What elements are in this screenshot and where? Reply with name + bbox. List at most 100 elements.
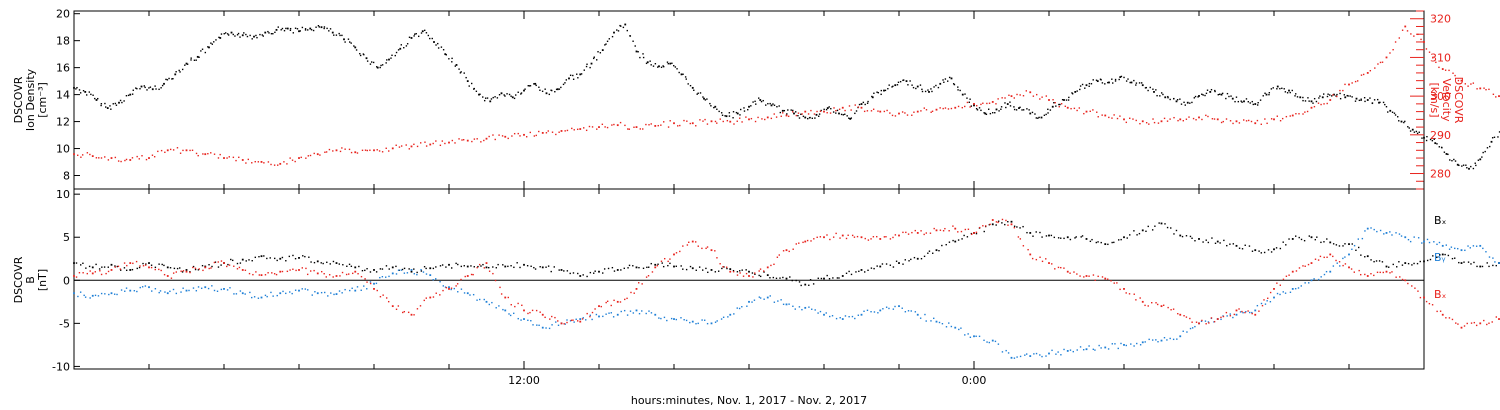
data-point	[579, 318, 582, 320]
data-point	[669, 120, 671, 122]
data-point	[1060, 354, 1062, 356]
data-point	[185, 269, 188, 271]
data-point	[1251, 311, 1253, 314]
data-point	[531, 309, 534, 312]
data-point	[630, 291, 632, 294]
data-point	[1329, 241, 1332, 244]
density-label-line-1: DSCOVR	[12, 76, 25, 123]
data-point	[176, 267, 179, 270]
data-point	[1225, 311, 1228, 314]
data-point	[109, 105, 111, 107]
data-point	[560, 269, 563, 271]
data-point	[349, 289, 351, 292]
data-point	[733, 123, 735, 125]
data-point	[560, 130, 563, 132]
data-point	[123, 100, 125, 102]
data-point	[729, 268, 732, 270]
data-point	[451, 139, 454, 142]
data-point	[429, 274, 432, 277]
data-point	[1378, 260, 1381, 262]
data-point	[695, 323, 697, 325]
data-point	[175, 271, 178, 273]
data-point	[126, 264, 128, 267]
data-point	[1145, 122, 1148, 124]
data-point	[325, 151, 328, 153]
data-point	[218, 36, 220, 39]
data-point	[1001, 222, 1003, 224]
data-point	[386, 59, 388, 61]
data-point	[1355, 97, 1358, 100]
data-point	[179, 267, 181, 269]
b-tick-label: 10	[56, 188, 70, 201]
data-point	[1006, 103, 1009, 105]
data-point	[233, 293, 235, 295]
data-point	[1151, 301, 1153, 304]
data-point	[483, 99, 486, 102]
data-point	[361, 269, 364, 272]
data-point	[1226, 315, 1228, 317]
data-point	[91, 155, 94, 158]
data-point	[1245, 120, 1248, 122]
data-point	[592, 57, 595, 60]
legend-bz: Bₓ	[1434, 288, 1447, 301]
data-point	[754, 120, 757, 123]
data-point	[1135, 84, 1137, 86]
data-point	[118, 101, 120, 104]
data-point	[439, 144, 442, 147]
data-point	[1445, 244, 1447, 246]
data-point	[1065, 99, 1068, 101]
data-point	[964, 93, 966, 95]
data-point	[1019, 227, 1021, 229]
data-point	[302, 255, 304, 257]
data-point	[628, 264, 631, 267]
data-point	[931, 110, 934, 112]
data-point	[1048, 262, 1050, 264]
data-point	[129, 262, 132, 264]
data-point	[1319, 95, 1321, 97]
data-point	[1477, 159, 1480, 161]
data-point	[1291, 270, 1294, 273]
data-point	[1054, 102, 1056, 104]
data-point	[108, 293, 110, 296]
data-point	[197, 269, 200, 271]
data-point	[1104, 243, 1107, 246]
data-point	[1262, 95, 1264, 97]
data-point	[633, 126, 635, 128]
data-point	[1373, 260, 1375, 263]
data-point	[541, 131, 544, 134]
data-point	[230, 31, 233, 34]
data-point	[496, 97, 499, 99]
data-point	[725, 266, 728, 268]
data-point	[1153, 91, 1155, 93]
data-point	[373, 288, 375, 290]
data-point	[279, 257, 282, 260]
data-point	[781, 109, 784, 112]
data-point	[1147, 225, 1149, 228]
data-point	[448, 288, 450, 290]
data-point	[270, 291, 272, 294]
data-point	[139, 88, 141, 90]
data-point	[1058, 103, 1060, 106]
data-point	[207, 287, 210, 290]
data-point	[699, 92, 702, 94]
data-point	[366, 149, 369, 152]
data-point	[1456, 163, 1459, 166]
data-point	[831, 315, 834, 317]
data-point	[1441, 68, 1444, 70]
data-point	[1123, 343, 1125, 346]
data-point	[120, 160, 122, 163]
series-bottom-Bx	[73, 220, 1500, 287]
series-layer	[73, 23, 1500, 359]
data-point	[789, 276, 791, 278]
data-point	[716, 320, 718, 322]
b-tick-label: 5	[63, 231, 70, 244]
data-point	[961, 93, 964, 96]
data-point	[1470, 263, 1472, 265]
data-point	[140, 85, 143, 88]
data-point	[379, 268, 382, 270]
data-point	[915, 87, 917, 90]
data-point	[523, 133, 525, 136]
data-point	[764, 118, 766, 121]
data-point	[1214, 90, 1216, 93]
data-point	[637, 282, 640, 284]
